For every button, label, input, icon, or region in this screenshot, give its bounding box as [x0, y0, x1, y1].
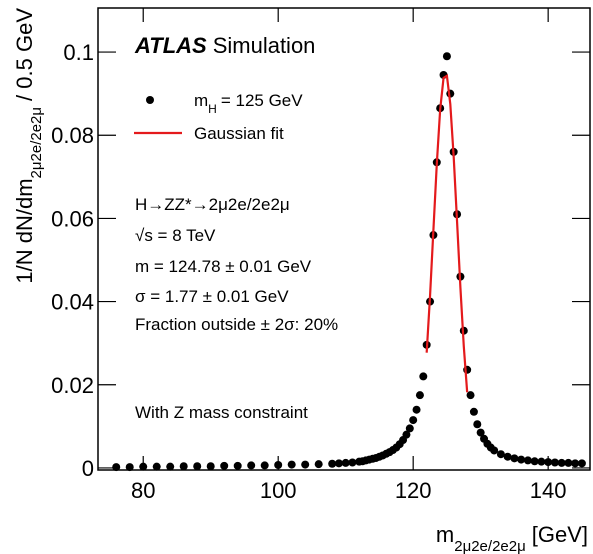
data-point [166, 462, 175, 471]
y-tick-label: 0 [82, 456, 94, 481]
data-point [557, 458, 566, 467]
data-point [466, 391, 475, 400]
annotation: With Z mass constraint [135, 403, 308, 422]
data-point [415, 391, 424, 400]
label-sub: 2μ2e/2e2μ [454, 538, 526, 554]
data-point [503, 452, 512, 461]
data-point [405, 424, 414, 433]
data-point [287, 460, 296, 469]
legend-label: Gaussian fit [194, 124, 284, 143]
data-point [193, 462, 202, 471]
data-point [473, 420, 482, 429]
annotation: σ = 1.77 ± 0.01 GeV [135, 287, 289, 306]
data-point [206, 462, 215, 471]
data-point [412, 405, 421, 414]
data-point [442, 52, 451, 61]
data-point [247, 461, 256, 470]
data-point [517, 455, 526, 464]
annotation: √s = 8 TeV [135, 226, 216, 245]
data-point [476, 428, 485, 437]
legend-label: mH = 125 GeV [194, 91, 303, 116]
data-point [341, 458, 350, 467]
x-tick-label: 120 [395, 478, 432, 503]
chart-title: ATLAS Simulation [134, 33, 315, 58]
data-point [179, 462, 188, 471]
data-point [537, 457, 546, 466]
legend-marker [146, 96, 154, 104]
data-point [348, 458, 357, 467]
label-sub: 2μ2e/2e2μ [28, 107, 45, 179]
annotation: Fraction outside ± 2σ: 20% [135, 315, 338, 334]
data-point [496, 450, 505, 459]
plot-frame [97, 7, 591, 471]
data-point [577, 459, 586, 468]
label-rest: / 0.5 GeV [12, 8, 37, 101]
x-tick-label: 80 [131, 478, 155, 503]
data-point [220, 461, 229, 470]
data-point [469, 407, 478, 416]
data-point [544, 458, 553, 467]
data-point [334, 459, 343, 468]
data-point [139, 462, 148, 471]
title-bold: ATLAS [134, 33, 207, 58]
data-point [510, 454, 519, 463]
y-tick-label: 0.02 [51, 373, 94, 398]
data-point [328, 459, 337, 468]
data-point [523, 456, 532, 465]
annotation: m = 124.78 ± 0.01 GeV [135, 257, 312, 276]
data-point [260, 461, 269, 470]
legend-sub: H [208, 102, 217, 116]
x-axis-label: m2μ2e/2e2μ [GeV] [436, 522, 588, 554]
data-point [112, 463, 121, 472]
data-point [564, 458, 573, 467]
y-tick-label: 0.06 [51, 206, 94, 231]
data-point [419, 372, 428, 381]
data-point [301, 460, 310, 469]
data-point [530, 457, 539, 466]
label-base: 1/N dN/dm [12, 178, 37, 283]
y-axis-label: 1/N dN/dm2μ2e/2e2μ / 0.5 GeV [12, 8, 45, 284]
y-tick-label: 0.1 [63, 40, 94, 65]
data-point [152, 462, 161, 471]
fit-line [425, 73, 469, 393]
annotation: H→ZZ*→2μ2e/2e2μ [135, 195, 290, 214]
data-point [402, 430, 411, 439]
legend-rest: = 125 GeV [221, 91, 303, 110]
data-point [550, 458, 559, 467]
legend-base: m [194, 91, 208, 110]
data-point [233, 461, 242, 470]
data-point [314, 460, 323, 469]
data-point [409, 416, 418, 425]
y-tick-label: 0.08 [51, 123, 94, 148]
y-tick-label: 0.04 [51, 290, 94, 315]
data-point [490, 446, 499, 455]
title-rest: Simulation [213, 33, 316, 58]
label-rest: [GeV] [532, 522, 588, 547]
data-point [125, 463, 134, 472]
data-point [274, 461, 283, 470]
x-tick-label: 140 [530, 478, 567, 503]
label-base: m [436, 522, 454, 547]
x-tick-label: 100 [260, 478, 297, 503]
data-point [571, 459, 580, 468]
